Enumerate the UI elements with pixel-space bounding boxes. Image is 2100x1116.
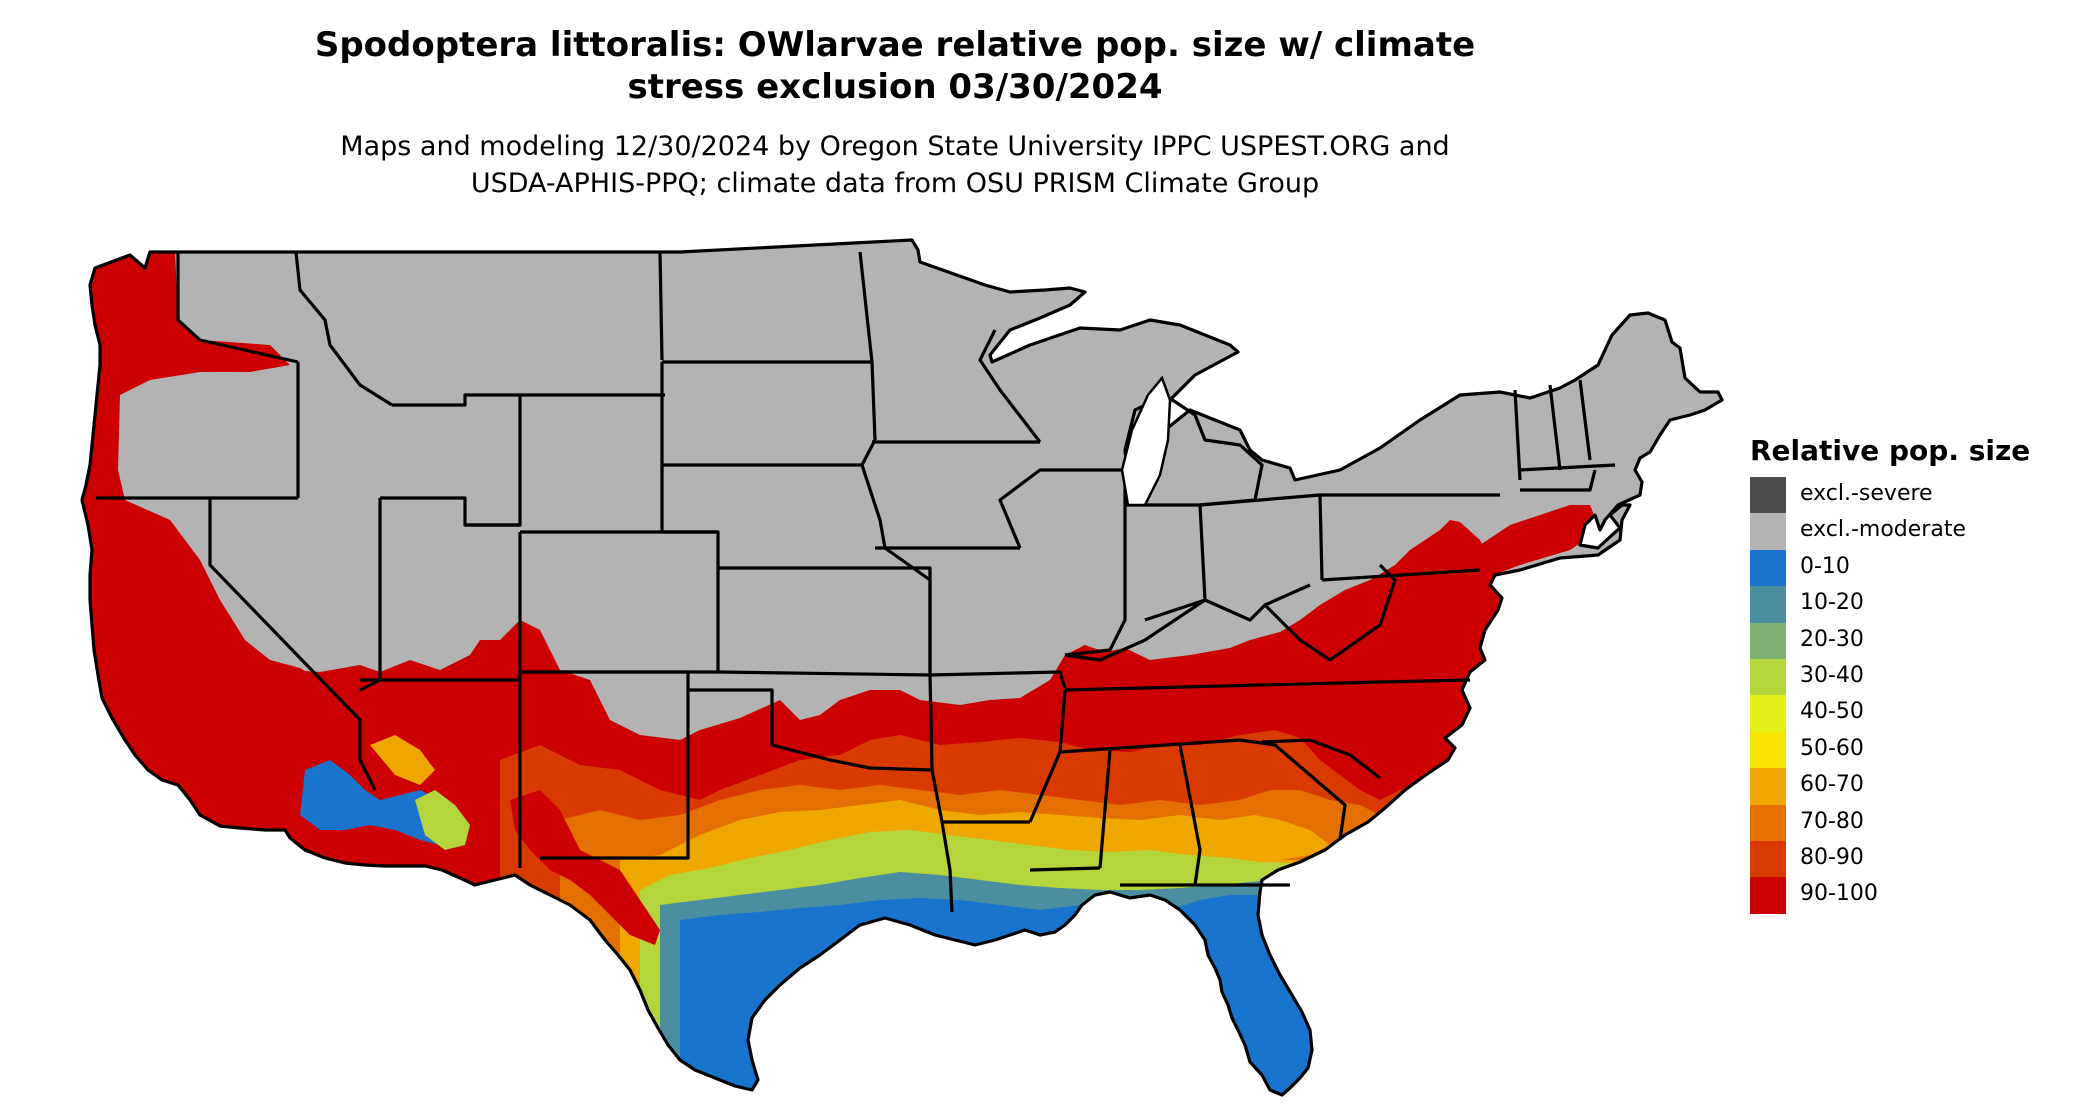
legend-item: 60-70 bbox=[1750, 768, 2030, 805]
legend-label: 30-40 bbox=[1800, 662, 1864, 688]
boundary-va-nc bbox=[1379, 678, 1471, 684]
boundary-ne-ks bbox=[660, 465, 718, 534]
legend-item: 0-10 bbox=[1750, 549, 2030, 587]
legend: Relative pop. size excl.-severe excl.-mod… bbox=[1750, 434, 2030, 914]
boundary-il-in bbox=[1064, 470, 1127, 657]
boundary-mn-wi bbox=[978, 329, 1042, 443]
boundary-la-ms bbox=[1028, 689, 1067, 823]
legend-swatch bbox=[1750, 877, 1786, 914]
boundary-ne-ia bbox=[860, 464, 887, 549]
legend-item: excl.-moderate bbox=[1750, 513, 2030, 550]
boundary-ok-ar bbox=[928, 674, 944, 823]
boundary-al-ga bbox=[1178, 744, 1202, 886]
boundary-id-mt bbox=[294, 251, 393, 407]
map-title-line-1: Spodoptera littoralis: OWlarvae relative… bbox=[314, 25, 1476, 65]
boundary-ms-al bbox=[1098, 749, 1112, 869]
region-southwest-60-70 bbox=[370, 735, 435, 785]
legend-item: 90-100 bbox=[1750, 877, 2030, 914]
boundary-sd-ne bbox=[660, 362, 877, 467]
legend-swatch bbox=[1750, 658, 1786, 696]
legend-swatch bbox=[1750, 513, 1786, 550]
boundary-michigan-lower bbox=[1123, 393, 1264, 501]
boundary-wa-id bbox=[176, 252, 202, 342]
boundary-ma bbox=[1519, 463, 1616, 472]
state-boundaries bbox=[80, 238, 1724, 1097]
legend-label: 20-30 bbox=[1800, 626, 1864, 652]
boundary-ct-ri bbox=[1520, 469, 1597, 492]
legend-label: 50-60 bbox=[1800, 735, 1864, 761]
legend-label: 0-10 bbox=[1800, 553, 1850, 579]
boundary-mt-wy bbox=[392, 393, 665, 407]
legend-label: 80-90 bbox=[1800, 844, 1864, 870]
legend-item: 70-80 bbox=[1750, 804, 2030, 841]
legend-label: 60-70 bbox=[1800, 772, 1864, 798]
boundary-wi-il bbox=[998, 468, 1125, 549]
boundary-ny-vt bbox=[1513, 389, 1522, 481]
legend-item: 10-20 bbox=[1750, 586, 2030, 623]
map-subtitle-line-1: Maps and modeling 12/30/2024 by Oregon S… bbox=[340, 131, 1450, 162]
boundary-vt-nh bbox=[1548, 384, 1562, 471]
map-subtitle: Maps and modeling 12/30/2024 by Oregon S… bbox=[0, 128, 1790, 202]
legend-item: excl.-severe bbox=[1750, 477, 2030, 514]
boundary-ks-ok bbox=[717, 670, 931, 677]
legend-label: 90-100 bbox=[1800, 881, 1878, 907]
boundary-pa-south bbox=[1321, 568, 1481, 582]
legend-item: 20-30 bbox=[1750, 622, 2030, 659]
map-subtitle-line-2: USDA-APHIS-PPQ; climate data from OSU PR… bbox=[470, 168, 1320, 199]
boundary-wy-co bbox=[465, 395, 522, 527]
boundary-wv bbox=[1263, 563, 1397, 662]
legend-label: 10-20 bbox=[1800, 590, 1864, 616]
legend-swatch bbox=[1750, 731, 1786, 769]
region-0-10 bbox=[680, 895, 1500, 1095]
map-title-line-2: stress exclusion 03/30/2024 bbox=[627, 67, 1163, 107]
legend-label: excl.-moderate bbox=[1800, 517, 1966, 543]
legend-item: 40-50 bbox=[1750, 695, 2030, 732]
boundary-tn-south bbox=[1059, 738, 1241, 754]
region-west-texas-90-100 bbox=[510, 790, 660, 945]
boundary-mt-nd bbox=[658, 251, 664, 361]
legend-title: Relative pop. size bbox=[1750, 434, 2031, 467]
map-title: Spodoptera littoralis: OWlarvae relative… bbox=[0, 24, 1790, 108]
legend-swatch bbox=[1750, 840, 1786, 878]
boundary-mo-ar bbox=[929, 670, 1067, 689]
legend-swatch bbox=[1750, 804, 1786, 841]
boundary-ca-nv bbox=[208, 498, 377, 791]
legend-label: 40-50 bbox=[1800, 699, 1864, 725]
legend-label: 70-80 bbox=[1800, 808, 1864, 834]
boundary-nc-sc bbox=[1261, 738, 1381, 780]
legend-item: 30-40 bbox=[1750, 658, 2030, 696]
boundary-tx-la bbox=[940, 821, 954, 913]
legend-swatch bbox=[1750, 586, 1786, 623]
boundary-ky-tn bbox=[1064, 680, 1381, 692]
lake-michigan bbox=[1120, 375, 1172, 507]
region-southwest-0-10 bbox=[300, 760, 460, 845]
boundary-nd-mn bbox=[858, 251, 877, 441]
boundary-mo-ks bbox=[884, 546, 932, 675]
legend-swatch bbox=[1750, 549, 1786, 587]
region-southwest-30-40 bbox=[415, 790, 470, 850]
boundary-mi-oh bbox=[1199, 498, 1256, 507]
legend-swatch bbox=[1750, 622, 1786, 659]
legend-item: 50-60 bbox=[1750, 731, 2030, 769]
boundary-ok-panhandle bbox=[688, 688, 933, 772]
map-fill bbox=[82, 240, 1722, 1095]
boundary-or-id bbox=[199, 338, 299, 364]
legend-swatch bbox=[1750, 695, 1786, 732]
legend-swatch bbox=[1750, 477, 1786, 514]
boundary-in-oh bbox=[1125, 503, 1207, 622]
legend-items: excl.-severe excl.-moderate 0-10 10-20 20-30… bbox=[1750, 477, 2030, 914]
region-excl-moderate bbox=[82, 240, 1722, 1095]
boundary-nh-me bbox=[1578, 379, 1592, 461]
boundary-ga-sc bbox=[1239, 738, 1347, 841]
legend-swatch bbox=[1750, 768, 1786, 805]
legend-item: 80-90 bbox=[1750, 840, 2030, 878]
boundary-ms-south bbox=[1029, 866, 1101, 872]
legend-label: excl.-severe bbox=[1800, 481, 1933, 506]
boundary-nm-tx bbox=[520, 670, 690, 860]
